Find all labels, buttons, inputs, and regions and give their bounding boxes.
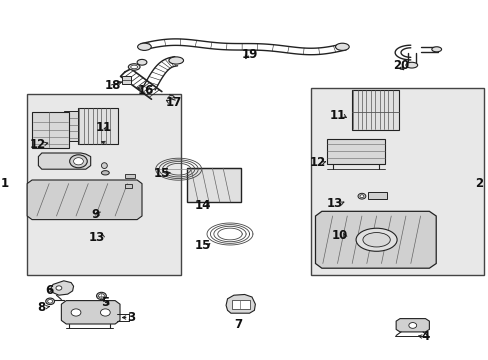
Text: 18: 18 bbox=[105, 79, 121, 92]
Text: 5: 5 bbox=[101, 296, 109, 309]
Ellipse shape bbox=[46, 298, 54, 305]
Bar bbox=[367, 192, 386, 199]
Polygon shape bbox=[225, 294, 255, 313]
Ellipse shape bbox=[48, 300, 52, 303]
Polygon shape bbox=[61, 301, 120, 324]
Text: 15: 15 bbox=[195, 239, 211, 252]
Ellipse shape bbox=[69, 155, 87, 168]
Bar bbox=[122, 76, 131, 84]
Text: 8: 8 bbox=[38, 301, 46, 314]
Bar bbox=[310, 88, 483, 275]
Bar bbox=[326, 139, 385, 164]
Ellipse shape bbox=[431, 47, 441, 52]
Ellipse shape bbox=[359, 195, 363, 198]
Ellipse shape bbox=[71, 309, 81, 316]
Bar bbox=[32, 112, 68, 148]
Ellipse shape bbox=[335, 43, 348, 50]
Polygon shape bbox=[395, 319, 428, 332]
Text: 11: 11 bbox=[329, 109, 345, 122]
Bar bbox=[27, 94, 181, 275]
Ellipse shape bbox=[362, 233, 389, 247]
Text: 6: 6 bbox=[45, 284, 53, 297]
Text: 14: 14 bbox=[195, 199, 211, 212]
Ellipse shape bbox=[355, 228, 396, 251]
Text: 13: 13 bbox=[89, 231, 105, 244]
Bar bbox=[124, 174, 134, 178]
Text: 13: 13 bbox=[326, 197, 343, 210]
Bar bbox=[124, 184, 132, 188]
Ellipse shape bbox=[357, 193, 365, 199]
Text: 10: 10 bbox=[331, 229, 347, 242]
Ellipse shape bbox=[405, 62, 417, 68]
Polygon shape bbox=[51, 281, 73, 295]
Ellipse shape bbox=[73, 158, 83, 165]
Text: 17: 17 bbox=[165, 96, 182, 109]
Text: 1: 1 bbox=[1, 177, 9, 190]
Text: 9: 9 bbox=[91, 208, 100, 221]
Text: 12: 12 bbox=[309, 156, 325, 169]
Ellipse shape bbox=[168, 57, 183, 64]
Ellipse shape bbox=[56, 286, 61, 290]
Text: 4: 4 bbox=[421, 330, 429, 343]
Ellipse shape bbox=[128, 64, 140, 70]
Text: 15: 15 bbox=[153, 167, 169, 180]
Polygon shape bbox=[27, 180, 142, 220]
Text: 2: 2 bbox=[474, 177, 482, 190]
Ellipse shape bbox=[101, 163, 107, 168]
Ellipse shape bbox=[96, 292, 106, 300]
Bar bbox=[78, 108, 117, 144]
Bar bbox=[351, 90, 398, 130]
Ellipse shape bbox=[168, 95, 173, 98]
Ellipse shape bbox=[408, 323, 416, 328]
Text: 16: 16 bbox=[138, 84, 154, 97]
Ellipse shape bbox=[137, 59, 146, 65]
Polygon shape bbox=[39, 153, 90, 169]
Text: 11: 11 bbox=[96, 121, 112, 134]
Text: 7: 7 bbox=[234, 318, 243, 331]
Text: 19: 19 bbox=[241, 48, 257, 61]
Text: 20: 20 bbox=[392, 59, 408, 72]
Polygon shape bbox=[315, 211, 435, 268]
Ellipse shape bbox=[100, 309, 110, 316]
Bar bbox=[232, 300, 249, 309]
Text: 3: 3 bbox=[127, 311, 135, 324]
Bar bbox=[63, 111, 78, 141]
Ellipse shape bbox=[101, 171, 109, 175]
Text: 12: 12 bbox=[30, 138, 46, 150]
Ellipse shape bbox=[137, 43, 151, 50]
Ellipse shape bbox=[130, 65, 137, 69]
Bar bbox=[187, 168, 241, 202]
Ellipse shape bbox=[98, 294, 104, 298]
